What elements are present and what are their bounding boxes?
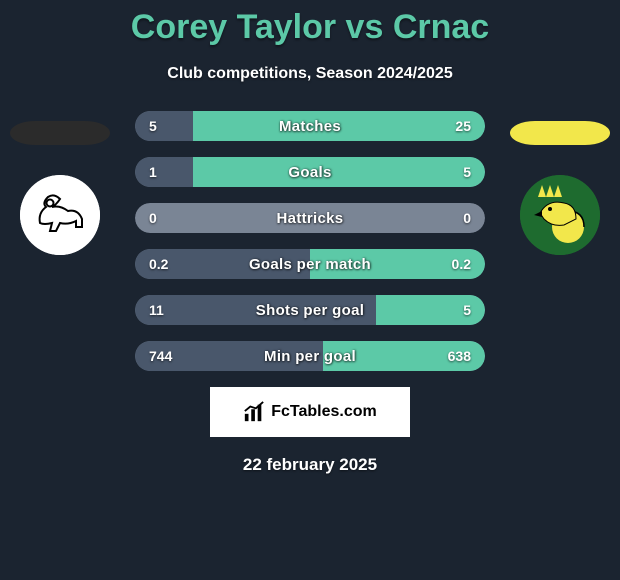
- team-badge-right: [520, 175, 600, 255]
- stat-label: Goals: [135, 157, 485, 187]
- stat-label: Min per goal: [135, 341, 485, 371]
- canary-icon: [520, 175, 600, 255]
- player-left-pill: [10, 121, 110, 145]
- stat-label: Shots per goal: [135, 295, 485, 325]
- chart-icon: [243, 401, 265, 423]
- date-label: 22 february 2025: [0, 455, 620, 475]
- stat-row: 15Goals: [135, 157, 485, 187]
- stat-row: 00Hattricks: [135, 203, 485, 233]
- stat-row: 525Matches: [135, 111, 485, 141]
- stat-label: Hattricks: [135, 203, 485, 233]
- footer-label: FcTables.com: [271, 403, 377, 421]
- content-area: 525Matches 15Goals 00Hattricks 0.20.2Goals …: [0, 111, 620, 475]
- ram-icon: [20, 175, 100, 255]
- subtitle: Club competitions, Season 2024/2025: [0, 65, 620, 83]
- stat-row: 115Shots per goal: [135, 295, 485, 325]
- page-title: Corey Taylor vs Crnac: [0, 0, 620, 47]
- stat-row: 0.20.2Goals per match: [135, 249, 485, 279]
- player-right-pill: [510, 121, 610, 145]
- team-badge-left: [20, 175, 100, 255]
- stat-row: 744638Min per goal: [135, 341, 485, 371]
- stat-label: Matches: [135, 111, 485, 141]
- stats-bars: 525Matches 15Goals 00Hattricks 0.20.2Goals …: [135, 111, 485, 371]
- stat-label: Goals per match: [135, 249, 485, 279]
- footer-badge: FcTables.com: [210, 387, 410, 437]
